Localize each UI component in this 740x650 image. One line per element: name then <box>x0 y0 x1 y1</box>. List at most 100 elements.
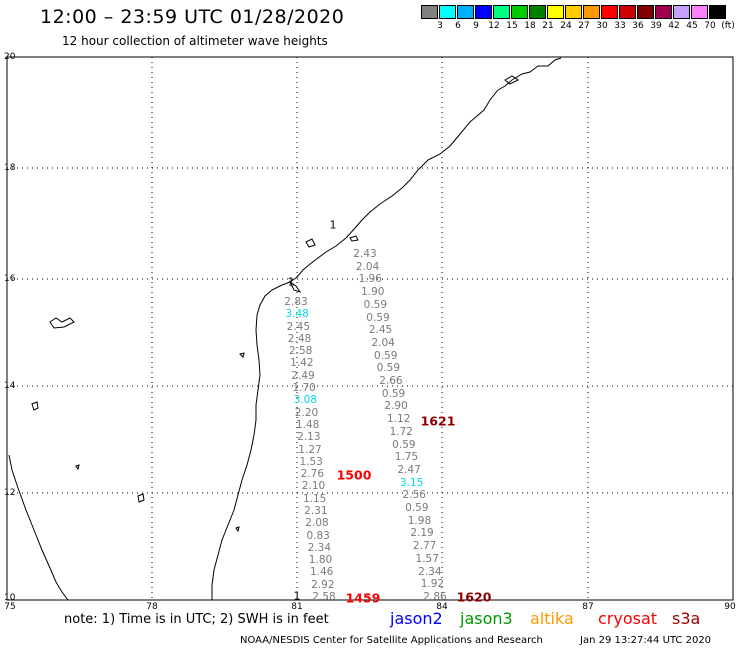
wave-height-value: 2.48 <box>287 332 312 345</box>
wave-height-value: 3.48 <box>285 308 309 321</box>
legend-label: 33 <box>614 21 626 31</box>
track-time-label: 1500 <box>336 467 372 483</box>
wave-height-value: 2.66 <box>379 375 403 388</box>
lat-tick-label: 12 <box>4 488 16 498</box>
lon-tick-label: 75 <box>4 602 16 612</box>
wave-height-value: 2.10 <box>301 480 326 493</box>
legend-swatch <box>493 5 510 19</box>
legend-swatch <box>655 5 672 19</box>
legend-label: 18 <box>524 21 536 31</box>
legend-label: 15 <box>506 21 518 31</box>
wave-height-value: 2.76 <box>300 468 325 481</box>
track-time-label: 1621 <box>420 413 456 429</box>
wave-height-value: 1.46 <box>309 566 334 579</box>
wave-height-value: 2.90 <box>384 400 408 413</box>
wave-height-value: 2.45 <box>286 320 311 333</box>
wave-height-value: 1.12 <box>387 413 411 426</box>
satellite-label-cryosat: cryosat <box>598 609 658 628</box>
track-time-label: 1459 <box>345 590 381 606</box>
lat-tick-label: 18 <box>4 163 16 173</box>
wave-height-value: 1.92 <box>420 578 445 591</box>
legend-labels: 3 6 9 12 15 18 21 24 27 30 33 36 39 42 45 70 (ft) <box>421 21 740 33</box>
wave-height-value: 2.45 <box>368 324 393 337</box>
legend-swatch <box>565 5 582 19</box>
lon-tick-label: 87 <box>582 602 594 612</box>
wave-height-value: 2.20 <box>294 406 319 419</box>
legend-label: 42 <box>668 21 680 31</box>
wave-height-value: 1.75 <box>394 451 419 464</box>
track-time-label: 1620 <box>456 589 492 605</box>
wave-height-value: 2.04 <box>371 336 395 349</box>
wave-height-value: 2.49 <box>291 369 315 382</box>
wave-height-value: 1.90 <box>361 286 385 299</box>
legend-swatch <box>475 5 492 19</box>
wave-height-value: 2.58 <box>288 345 313 358</box>
lon-tick-label: 78 <box>146 602 158 612</box>
legend-label: 3 <box>437 21 443 31</box>
legend-label: (ft) <box>721 21 735 31</box>
wave-height-value: 2.86 <box>423 591 447 603</box>
lat-tick-label: 14 <box>4 381 16 391</box>
legend-label: 45 <box>686 21 698 31</box>
annotation-marker: 1 <box>293 589 301 603</box>
satellite-label-jason2: jason2 <box>390 609 443 628</box>
wave-height-value: 1.57 <box>415 552 439 565</box>
generation-timestamp: Jan 29 13:27:44 UTC 2020 <box>580 635 712 646</box>
wave-height-value: 0.59 <box>363 298 388 311</box>
legend-swatch <box>601 5 618 19</box>
wave-height-value: 2.34 <box>307 541 332 554</box>
legend-swatch <box>691 5 708 19</box>
wave-height-value: 0.59 <box>376 362 401 375</box>
legend-swatch <box>673 5 690 19</box>
legend-label: 6 <box>455 21 461 31</box>
legend-swatch <box>709 5 726 19</box>
wave-height-value: 0.59 <box>381 387 406 400</box>
map-subtitle: 12 hour collection of altimeter wave hei… <box>62 34 328 48</box>
wave-height-value: 1.80 <box>308 554 333 567</box>
legend-swatch <box>547 5 564 19</box>
footer-note: note: 1) Time is in UTC; 2) SWH is in fe… <box>64 612 329 627</box>
legend-swatch <box>457 5 474 19</box>
lat-tick-label: 10 <box>4 593 16 603</box>
annotation-marker: 1 <box>287 275 295 289</box>
legend-swatch <box>583 5 600 19</box>
wave-height-value: 3.15 <box>399 476 424 489</box>
wave-height-value: 3.08 <box>293 394 318 407</box>
wave-height-value: 2.13 <box>297 431 321 444</box>
wave-height-value: 1.48 <box>295 418 320 431</box>
coastline <box>8 57 562 601</box>
wave-height-value: 2.47 <box>397 463 421 476</box>
lon-tick-label: 81 <box>291 602 303 612</box>
legend-swatch <box>421 5 438 19</box>
wave-height-value: 2.77 <box>412 540 437 553</box>
legend-label: 24 <box>560 21 572 31</box>
legend-label: 12 <box>488 21 500 31</box>
lat-tick-label: 20 <box>4 52 16 62</box>
wave-height-value: 1.70 <box>292 382 316 395</box>
wave-height-value: 2.56 <box>402 489 426 502</box>
wave-height-value: 1.27 <box>298 443 322 456</box>
lon-tick-label: 90 <box>724 602 736 612</box>
wave-height-value: 1.42 <box>290 357 314 370</box>
satellite-label-altika: altika <box>530 609 574 628</box>
legend-label: 9 <box>473 21 479 31</box>
wave-height-value: 2.31 <box>304 504 328 517</box>
wave-height-value: 2.43 <box>353 248 377 260</box>
wave-height-value: 1.72 <box>389 425 413 438</box>
wave-height-value: 2.83 <box>284 296 308 308</box>
wave-height-value: 0.59 <box>405 502 429 515</box>
wave-height-value: 2.04 <box>355 260 380 273</box>
credit-line: NOAA/NESDIS Center for Satellite Applica… <box>240 635 543 646</box>
legend-swatch <box>619 5 636 19</box>
legend-swatch <box>637 5 654 19</box>
annotation-marker: 1 <box>329 218 337 232</box>
wave-height-value: 2.58 <box>312 591 336 603</box>
wave-height-value: 2.92 <box>311 578 335 591</box>
wave-height-value: 2.34 <box>418 565 442 578</box>
wave-height-value: 0.59 <box>392 438 416 451</box>
wave-height-value: 2.19 <box>410 527 434 540</box>
wave-height-value: 1.96 <box>358 273 382 286</box>
lat-tick-label: 16 <box>4 274 16 284</box>
wave-height-value: 0.83 <box>306 529 330 542</box>
